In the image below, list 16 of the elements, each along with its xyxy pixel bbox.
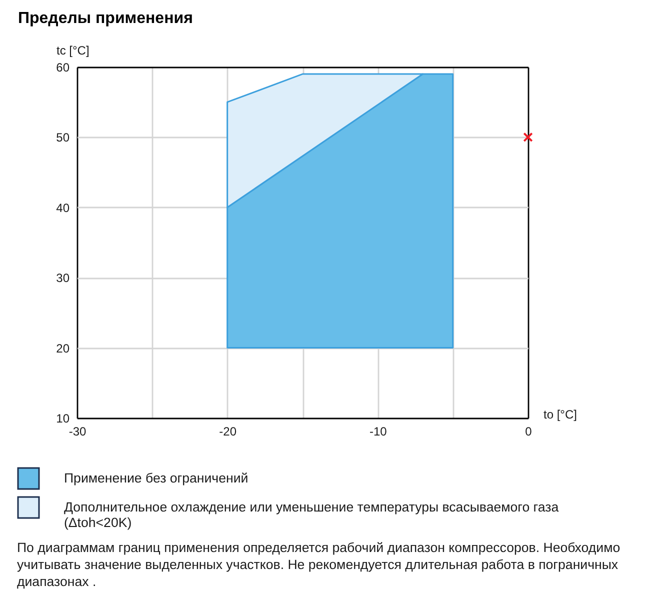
y-tick-label: 10 bbox=[56, 412, 70, 426]
chart-title: Пределы применения bbox=[18, 10, 193, 27]
y-tick-label: 30 bbox=[56, 271, 70, 286]
x-tick-label: -10 bbox=[369, 424, 388, 438]
y-axis-title: tc [°C] bbox=[56, 44, 90, 58]
x-tick-label: -30 bbox=[68, 424, 86, 438]
legend-label: Применение без ограничений bbox=[64, 470, 248, 486]
x-tick-label: 0 bbox=[525, 424, 532, 438]
legend-label: Дополнительное охлаждение или уменьшение температуры всасываемого газа (Δtoh<20K) bbox=[64, 500, 560, 530]
y-tick-label: 20 bbox=[56, 341, 70, 356]
y-tick-label: 40 bbox=[56, 200, 70, 215]
y-tick-label: 60 bbox=[56, 60, 70, 74]
x-tick-label: -20 bbox=[219, 424, 237, 438]
y-tick-label: 50 bbox=[56, 130, 70, 145]
x-axis-title: to [°C] bbox=[544, 408, 577, 422]
text: По диаграммам границ применения определяется рабочий диапазон компрессоров. Необходимо учитывать значение выделенных участков. Не рекомендуется длительная работа в пограничных диапазонах . bbox=[17, 540, 620, 589]
